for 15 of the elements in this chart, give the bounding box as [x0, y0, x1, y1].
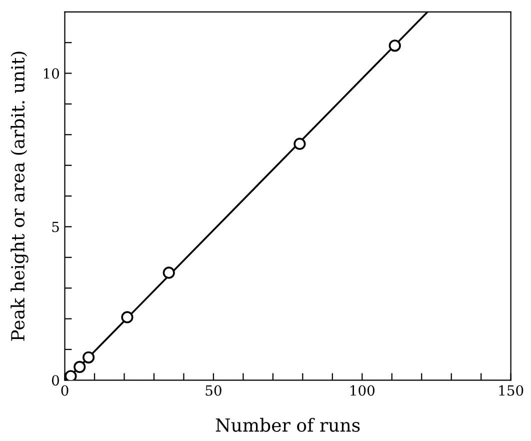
- y-tick-label: 10: [44, 68, 59, 79]
- point: [294, 138, 306, 150]
- x-tick-label: 100: [350, 385, 374, 396]
- y-axis-title: Peak height or area (arbit. unit): [10, 52, 28, 341]
- y-tick-label: 0: [52, 375, 59, 386]
- x-tick-label: 0: [61, 385, 68, 396]
- point: [82, 351, 95, 364]
- x-tick-label: 50: [206, 385, 222, 396]
- x-axis-title: Number of runs: [216, 418, 360, 432]
- point: [121, 311, 134, 324]
- x-tick-label: 150: [499, 385, 524, 396]
- point: [388, 40, 401, 52]
- point: [162, 266, 175, 279]
- y-tick-label: 5: [52, 222, 59, 232]
- point: [74, 360, 86, 373]
